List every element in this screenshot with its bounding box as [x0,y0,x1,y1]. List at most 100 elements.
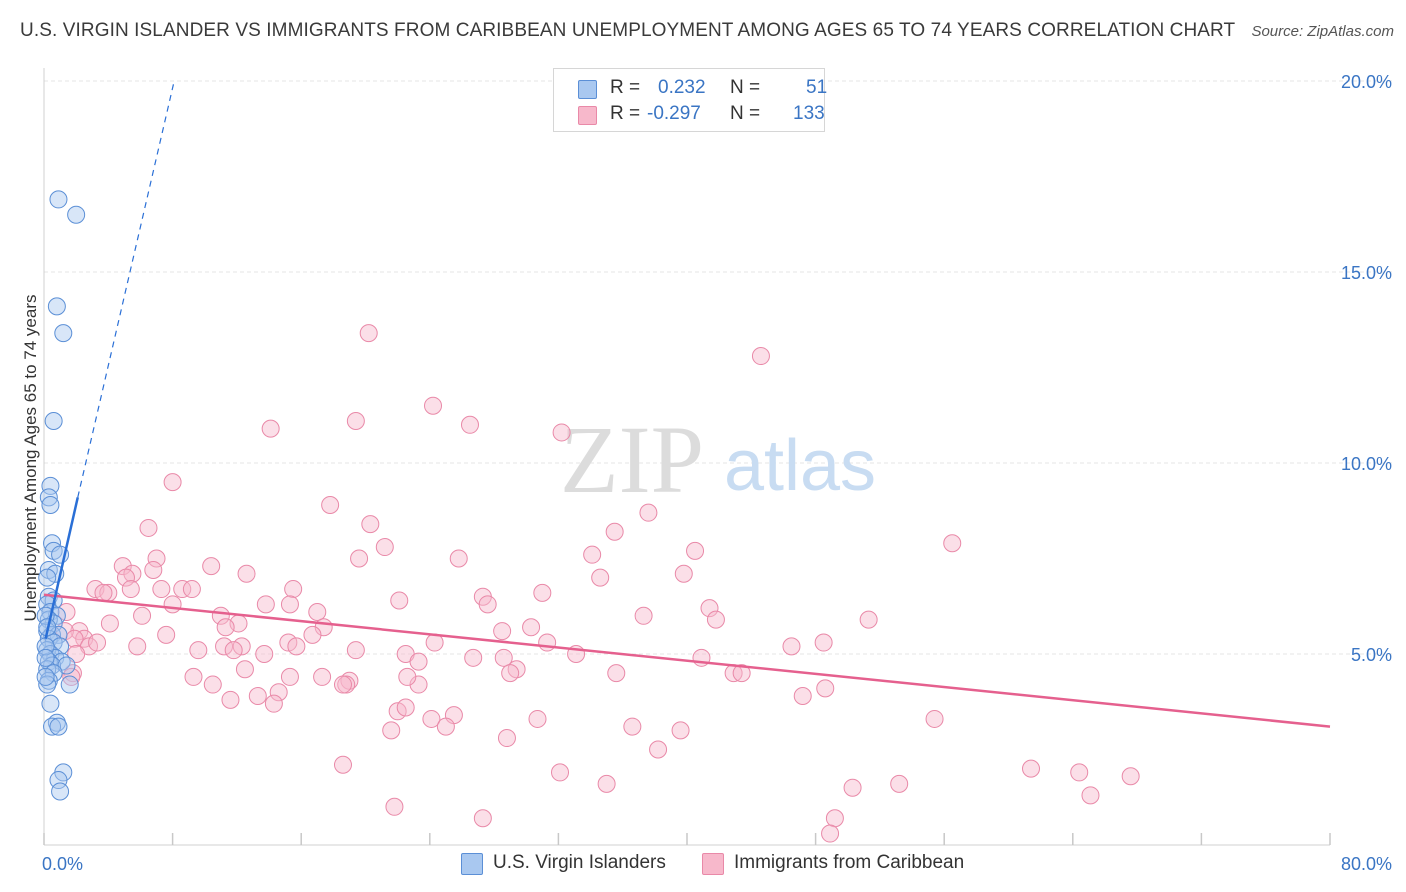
stats-legend: R = 0.232 N = 51 R = -0.297 N = 133 [553,68,827,132]
data-point-caribbean [361,515,380,534]
data-point-caribbean [528,709,547,728]
data-point-caribbean [216,618,235,637]
data-point-caribbean [121,580,140,599]
data-point-virgin-islanders [38,675,57,694]
watermark: ZIP atlas [560,406,876,513]
data-point-caribbean [623,717,642,736]
trendline-virgin-islanders [44,497,79,639]
data-point-caribbean [350,549,369,568]
bottom-legend-label: Immigrants from Caribbean [734,852,965,873]
chart-title: U.S. VIRGIN ISLANDER VS IMMIGRANTS FROM … [20,20,1236,41]
data-point-caribbean [816,679,835,698]
data-point-caribbean [264,694,283,713]
y-tick-label: 10.0% [1341,454,1392,474]
data-point-caribbean [501,664,520,683]
data-point-caribbean [538,633,557,652]
data-point-caribbean [522,618,541,637]
data-point-caribbean [133,606,152,625]
legend-r-value: -0.297 [647,103,701,124]
axes [43,68,1331,846]
data-point-caribbean [436,717,455,736]
data-point-virgin-islanders [38,568,57,587]
data-point-caribbean [203,675,222,694]
data-point-caribbean [280,667,299,686]
data-point-caribbean [494,648,513,667]
data-point-virgin-islanders [54,324,73,343]
data-point-caribbean [649,740,668,759]
data-point-caribbean [287,637,306,656]
bottom-legend-swatch-blue [461,853,483,875]
y-tick-label: 5.0% [1351,645,1392,665]
data-point-caribbean [671,721,690,740]
source-credit: Source: ZipAtlas.com [1251,23,1394,40]
legend-swatch-pink [578,106,597,125]
data-point-virgin-islanders [44,411,63,430]
trendlines [43,80,1331,728]
data-point-caribbean [552,423,571,442]
data-point-caribbean [493,622,512,641]
data-point-caribbean [607,664,626,683]
data-point-caribbean [346,641,365,660]
data-point-caribbean [814,633,833,652]
data-point-caribbean [859,610,878,629]
data-point-caribbean [235,660,254,679]
data-point-caribbean [1121,767,1140,786]
series-caribbean-points [55,324,1140,843]
data-point-caribbean [308,602,327,621]
data-point-virgin-islanders [41,496,60,515]
data-point-caribbean [237,564,256,583]
data-point-caribbean [925,709,944,728]
data-point-caribbean [825,809,844,828]
data-point-caribbean [449,549,468,568]
legend-r-value: 0.232 [658,77,706,98]
data-point-caribbean [1070,763,1089,782]
data-point-caribbean [184,667,203,686]
data-point-caribbean [280,595,299,614]
data-point-caribbean [313,667,332,686]
data-point-caribbean [255,645,274,663]
data-point-virgin-islanders [36,648,55,667]
data-point-caribbean [605,522,624,541]
legend-n-label: N = [730,103,761,124]
legend-n-value: 133 [793,103,825,124]
data-point-caribbean [460,415,479,434]
data-point-caribbean [793,687,812,706]
data-point-caribbean [396,698,415,717]
data-point-caribbean [821,824,840,843]
legend-n-label: N = [730,77,761,98]
data-point-caribbean [100,614,119,633]
data-point-caribbean [533,583,552,602]
data-point-caribbean [202,557,221,576]
data-point-virgin-islanders [67,205,86,224]
data-point-caribbean [224,641,243,660]
data-point-caribbean [497,729,516,748]
data-point-caribbean [333,755,352,774]
data-point-caribbean [62,667,81,686]
data-point-caribbean [843,778,862,797]
data-point-caribbean [634,606,653,625]
data-point-caribbean [473,809,492,828]
data-point-caribbean [1022,759,1041,778]
data-point-caribbean [116,568,135,587]
data-point-caribbean [700,599,719,618]
y-tick-label: 20.0% [1341,72,1392,92]
trendline-virgin-islanders-extension [77,80,175,498]
series-virgin-islanders-points [36,190,86,801]
data-point-caribbean [333,675,352,694]
data-point-caribbean [385,797,404,816]
data-point-virgin-islanders [51,782,70,801]
watermark-atlas: atlas [724,426,876,506]
data-point-caribbean [215,637,234,656]
data-point-virgin-islanders [49,717,68,736]
data-point-caribbean [1081,786,1100,805]
data-point-virgin-islanders [49,771,68,790]
bottom-legend-label: U.S. Virgin Islanders [493,852,666,873]
data-point-caribbean [583,545,602,564]
data-point-caribbean [375,538,394,557]
data-point-caribbean [422,709,441,728]
data-point-caribbean [464,648,483,667]
data-point-caribbean [94,583,113,602]
y-tick-label: 15.0% [1341,263,1392,283]
bottom-legend-swatch-pink [702,853,724,875]
tick-labels: 5.0% 10.0% 15.0% 20.0% 0.0% 80.0% [42,72,1392,874]
